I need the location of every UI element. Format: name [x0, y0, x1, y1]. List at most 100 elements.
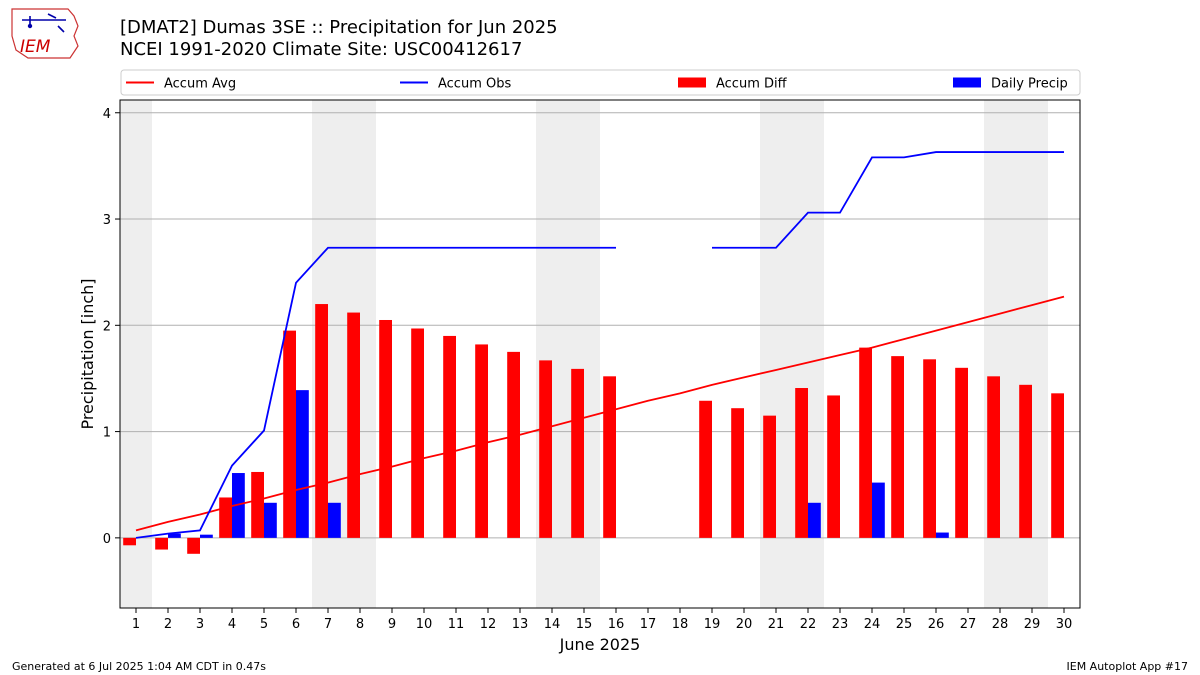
bar-accum-diff — [443, 335, 456, 538]
x-tick-label: 18 — [672, 617, 689, 632]
legend: Accum Avg Accum Obs Accum Diff Daily Precip — [120, 69, 1081, 96]
bar-daily-precip — [200, 534, 213, 538]
bar-daily-precip — [872, 482, 885, 538]
y-axis-label: Precipitation [inch] — [78, 278, 97, 429]
x-tick-label: 27 — [960, 617, 977, 632]
x-tick-label: 17 — [640, 617, 657, 632]
bar-accum-diff — [987, 376, 1000, 538]
x-tick-label: 20 — [736, 617, 753, 632]
x-tick-label: 9 — [388, 617, 396, 632]
plot-frame — [119, 99, 1081, 609]
bar-accum-diff — [827, 395, 840, 538]
chart-subtitle: NCEI 1991-2020 Climate Site: USC00412617 — [120, 39, 523, 60]
x-tick-label: 16 — [608, 617, 625, 632]
line-accum-obs — [135, 151, 1064, 539]
bar-accum-diff — [891, 356, 904, 538]
legend-swatch-daily-precip — [953, 77, 981, 88]
x-tick-label: 24 — [864, 617, 881, 632]
bar-accum-diff — [411, 328, 424, 538]
x-tick-label: 19 — [704, 617, 721, 632]
legend-label: Accum Avg — [164, 77, 236, 92]
x-tick-label: 2 — [164, 617, 172, 632]
bar-accum-diff — [859, 347, 872, 538]
bar-daily-precip — [808, 502, 821, 538]
x-tick-label: 15 — [576, 617, 593, 632]
bar-daily-precip — [232, 473, 245, 538]
x-tick-label: 25 — [896, 617, 913, 632]
x-tick-label: 13 — [512, 617, 529, 632]
bar-accum-diff — [507, 351, 520, 538]
x-tick-label: 28 — [992, 617, 1009, 632]
legend-label: Accum Diff — [716, 77, 788, 92]
x-tick-label: 7 — [324, 617, 332, 632]
bar-accum-diff — [955, 367, 968, 538]
x-tick-label: 6 — [292, 617, 300, 632]
line-series — [135, 151, 1065, 539]
line-accum-avg — [135, 295, 1065, 532]
bar-accum-diff — [475, 344, 488, 538]
x-tick-label: 29 — [1024, 617, 1041, 632]
footer-app-id: IEM Autoplot App #17 — [1066, 660, 1189, 673]
bar-accum-diff — [603, 376, 616, 538]
bar-daily-precip — [168, 533, 181, 538]
bar-accum-diff — [795, 388, 808, 538]
x-tick-label: 11 — [448, 617, 465, 632]
bar-accum-diff — [763, 415, 776, 538]
x-tick-label: 14 — [544, 617, 561, 632]
bar-accum-diff — [379, 319, 392, 538]
weather-station-icon — [22, 13, 66, 33]
x-tick-label: 23 — [832, 617, 849, 632]
bar-accum-diff — [539, 360, 552, 538]
x-tick-label: 22 — [800, 617, 817, 632]
y-tick-label: 2 — [103, 319, 111, 334]
iowa-map-outline-icon — [11, 8, 79, 59]
legend-label: Accum Obs — [438, 77, 511, 92]
x-tick-label: 5 — [260, 617, 268, 632]
bar-accum-diff — [187, 537, 200, 554]
x-tick-label: 12 — [480, 617, 497, 632]
sensor-dot-icon — [27, 23, 33, 29]
bar-daily-precip — [264, 502, 277, 538]
bar-daily-precip — [296, 390, 309, 538]
x-axis-ticks: 1 2 3 4 5 6 7 8 9 10 11 12 13 14 15 16 17 18 19 20 21 22 23 24 2… — [132, 608, 1072, 632]
bar-accum-diff — [123, 537, 136, 546]
bar-accum-diff — [283, 330, 296, 538]
x-tick-label: 3 — [196, 617, 204, 632]
x-axis-label: June 2025 — [559, 635, 641, 654]
y-tick-label: 3 — [103, 213, 111, 228]
bar-accum-diff — [251, 471, 264, 538]
x-tick-label: 30 — [1056, 617, 1073, 632]
y-tick-label: 1 — [103, 426, 111, 441]
bar-daily-precip — [328, 502, 341, 538]
y-axis-ticks: 0 1 2 3 4 — [103, 107, 120, 547]
footer-generated-time: Generated at 6 Jul 2025 1:04 AM CDT in 0… — [12, 660, 266, 673]
bar-accum-diff — [315, 304, 328, 538]
chart-title: [DMAT2] Dumas 3SE :: Precipitation for J… — [120, 17, 558, 38]
x-tick-label: 21 — [768, 617, 785, 632]
x-tick-label: 4 — [228, 617, 236, 632]
x-tick-label: 26 — [928, 617, 945, 632]
bar-daily-precip — [936, 532, 949, 538]
bar-series — [123, 304, 1064, 554]
iem-logo-text: IEM — [20, 37, 51, 57]
bar-accum-diff — [155, 537, 168, 550]
bar-accum-diff — [731, 408, 744, 538]
legend-box — [120, 69, 1081, 96]
x-tick-label: 8 — [356, 617, 364, 632]
weekend-band — [120, 100, 152, 608]
legend-label: Daily Precip — [991, 77, 1068, 92]
x-tick-label: 1 — [132, 617, 140, 632]
bar-accum-diff — [699, 400, 712, 538]
bar-accum-diff — [347, 312, 360, 538]
y-tick-label: 4 — [103, 107, 111, 122]
bar-accum-diff — [219, 497, 232, 538]
bar-accum-diff — [1051, 393, 1064, 538]
iem-logo: IEM — [11, 8, 79, 59]
x-tick-label: 10 — [416, 617, 433, 632]
y-tick-label: 0 — [103, 532, 111, 547]
bar-accum-diff — [923, 359, 936, 538]
legend-swatch-accum-diff — [678, 77, 706, 88]
bar-accum-diff — [571, 368, 584, 538]
bar-accum-diff — [1019, 384, 1032, 538]
